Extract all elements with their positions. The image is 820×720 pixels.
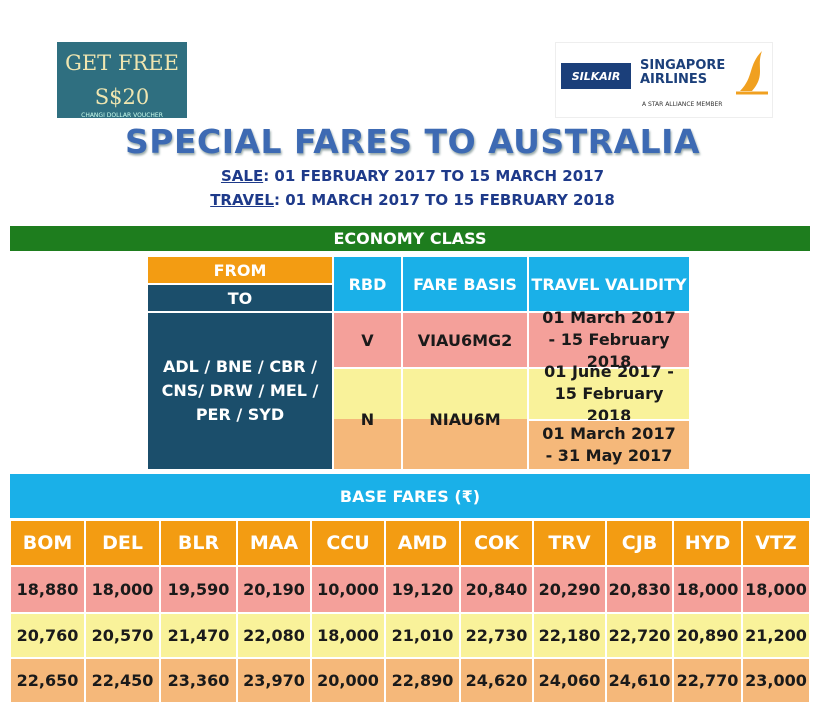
city-header: BOM	[10, 520, 85, 566]
silkair-logo: SILKAIR	[561, 63, 631, 89]
fare-cell: 10,000	[311, 566, 385, 613]
fare-cell: 20,830	[606, 566, 673, 613]
sale-dates: : 01 FEBRUARY 2017 TO 15 MARCH 2017	[263, 167, 605, 185]
fare-cell: 22,450	[85, 658, 160, 703]
fare-cell: 22,650	[10, 658, 85, 703]
validity: 01 March 2017 - 31 May 2017	[528, 420, 690, 470]
city-header: MAA	[237, 520, 311, 566]
fare-cell: 22,890	[385, 658, 460, 703]
title-box: SPECIAL FARES TO AUSTRALIA SALE: 01 FEBR…	[27, 118, 798, 222]
fare-cell: 18,880	[10, 566, 85, 613]
page-title: SPECIAL FARES TO AUSTRALIA	[125, 122, 700, 161]
fare-cell: 24,060	[533, 658, 606, 703]
voucher-badge: GET FREE S$20 CHANGI DOLLAR VOUCHER	[57, 42, 187, 119]
city-header: HYD	[673, 520, 742, 566]
fare-cell: 19,590	[160, 566, 237, 613]
tagline: A STAR ALLIANCE MEMBER	[642, 101, 723, 108]
fare-cell: 20,890	[673, 613, 742, 658]
city-header: CJB	[606, 520, 673, 566]
fare-cell: 23,360	[160, 658, 237, 703]
fare-basis-header: FARE BASIS	[402, 256, 528, 312]
city-header: VTZ	[742, 520, 810, 566]
fare-basis: NIAU6M	[402, 368, 528, 470]
rbd: V	[333, 312, 402, 368]
brand-line: AIRLINES	[640, 72, 708, 87]
city-header: COK	[460, 520, 533, 566]
fare-cell: 18,000	[311, 613, 385, 658]
fare-cell: 18,000	[85, 566, 160, 613]
badge-caption: CHANGI DOLLAR VOUCHER	[81, 112, 163, 119]
badge-amount: S$20	[94, 85, 150, 109]
fare-cell: 20,570	[85, 613, 160, 658]
fare-cell: 24,610	[606, 658, 673, 703]
fare-cell: 18,000	[742, 566, 810, 613]
city-header: DEL	[85, 520, 160, 566]
travel-label: TRAVEL	[210, 191, 274, 209]
fare-cell: 22,080	[237, 613, 311, 658]
travel-line: TRAVEL: 01 MARCH 2017 TO 15 FEBRUARY 201…	[27, 191, 798, 209]
fare-cell: 21,010	[385, 613, 460, 658]
fare-cell: 20,840	[460, 566, 533, 613]
fare-cell: 22,770	[673, 658, 742, 703]
fare-cell: 22,180	[533, 613, 606, 658]
travel-dates: : 01 MARCH 2017 TO 15 FEBRUARY 2018	[273, 191, 615, 209]
validity: 01 June 2017 - 15 February 2018	[528, 362, 690, 425]
rbd-header: RBD	[333, 256, 402, 312]
sale-line: SALE: 01 FEBRUARY 2017 TO 15 MARCH 2017	[27, 167, 798, 185]
rbd: N	[333, 368, 402, 470]
fare-cell: 21,200	[742, 613, 810, 658]
fare-cell: 23,970	[237, 658, 311, 703]
fare-cell: 21,470	[160, 613, 237, 658]
fare-cell: 22,720	[606, 613, 673, 658]
city-header: TRV	[533, 520, 606, 566]
section-bar: ECONOMY CLASS	[10, 226, 810, 251]
validity: 01 March 2017 - 15 February 2018	[528, 308, 690, 371]
city-header: BLR	[160, 520, 237, 566]
to-header: TO	[147, 284, 333, 312]
sale-label: SALE	[220, 167, 264, 185]
city-header: CCU	[311, 520, 385, 566]
bird-icon	[736, 51, 768, 95]
badge-title: GET FREE	[65, 51, 179, 75]
validity-header: TRAVEL VALIDITY	[528, 256, 690, 312]
fare-cell: 20,290	[533, 566, 606, 613]
from-header: FROM	[147, 256, 333, 284]
fare-cell: 20,000	[311, 658, 385, 703]
fare-cell: 19,120	[385, 566, 460, 613]
fare-cell: 22,730	[460, 613, 533, 658]
fare-cell: 20,760	[10, 613, 85, 658]
brand-name: SINGAPORE AIRLINES	[640, 59, 725, 87]
fare-cell: 18,000	[673, 566, 742, 613]
base-fares-title: BASE FARES (₹)	[10, 474, 810, 518]
brand-line: SINGAPORE	[640, 58, 726, 73]
fare-basis: VIAU6MG2	[402, 312, 528, 368]
airline-logo: SILKAIR SINGAPORE AIRLINES A STAR ALLIAN…	[555, 42, 773, 118]
fare-cell: 23,000	[742, 658, 810, 703]
fare-cell: 24,620	[460, 658, 533, 703]
fare-cell: 20,190	[237, 566, 311, 613]
origins: ADL / BNE / CBR / CNS/ DRW / MEL / PER /…	[147, 312, 333, 470]
city-header: AMD	[385, 520, 460, 566]
